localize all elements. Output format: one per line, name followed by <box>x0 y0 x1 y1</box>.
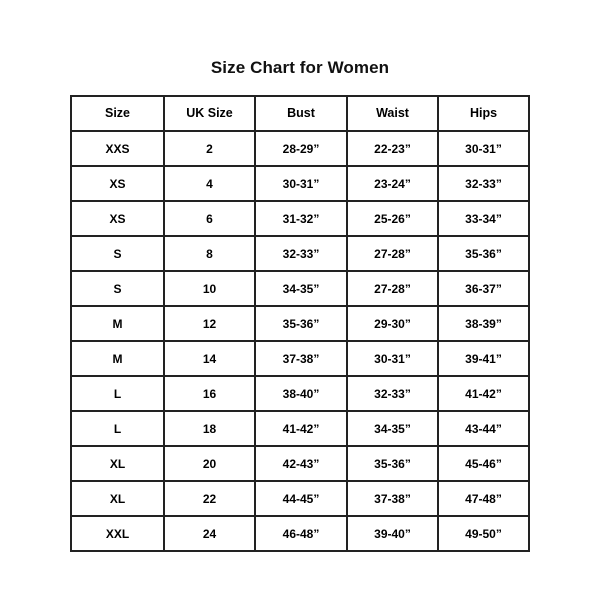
table-row: XXL 24 46-48” 39-40” 49-50” <box>70 515 530 552</box>
table-header: Size UK Size Bust Waist Hips <box>70 95 530 132</box>
cell-size: M <box>70 305 165 342</box>
cell-hips: 32-33” <box>437 165 530 202</box>
column-header-waist: Waist <box>346 95 439 132</box>
table-row: L 18 41-42” 34-35” 43-44” <box>70 410 530 447</box>
cell-waist: 37-38” <box>346 480 439 517</box>
cell-waist: 35-36” <box>346 445 439 482</box>
cell-bust: 41-42” <box>254 410 348 447</box>
cell-hips: 36-37” <box>437 270 530 307</box>
cell-bust: 32-33” <box>254 235 348 272</box>
cell-size: XL <box>70 480 165 517</box>
cell-bust: 35-36” <box>254 305 348 342</box>
cell-size: S <box>70 270 165 307</box>
cell-uk: 20 <box>163 445 256 482</box>
cell-size: L <box>70 375 165 412</box>
cell-waist: 22-23” <box>346 130 439 167</box>
cell-size: M <box>70 340 165 377</box>
cell-hips: 39-41” <box>437 340 530 377</box>
size-chart-table-container: Size UK Size Bust Waist Hips XXS 2 28-29” 2… <box>70 95 530 552</box>
table-row: M 14 37-38” 30-31” 39-41” <box>70 340 530 377</box>
column-header-uk-size: UK Size <box>163 95 256 132</box>
page-title: Size Chart for Women <box>210 58 390 77</box>
cell-hips: 49-50” <box>437 515 530 552</box>
table-row: XL 20 42-43” 35-36” 45-46” <box>70 445 530 482</box>
cell-size: XS <box>70 200 165 237</box>
table-row: S 8 32-33” 27-28” 35-36” <box>70 235 530 272</box>
table-header-row: Size UK Size Bust Waist Hips <box>70 95 530 132</box>
column-header-bust: Bust <box>254 95 348 132</box>
cell-hips: 47-48” <box>437 480 530 517</box>
cell-hips: 38-39” <box>437 305 530 342</box>
cell-waist: 27-28” <box>346 235 439 272</box>
cell-waist: 32-33” <box>346 375 439 412</box>
cell-uk: 4 <box>163 165 256 202</box>
cell-uk: 2 <box>163 130 256 167</box>
cell-hips: 43-44” <box>437 410 530 447</box>
table-row: S 10 34-35” 27-28” 36-37” <box>70 270 530 307</box>
cell-size: XL <box>70 445 165 482</box>
cell-uk: 22 <box>163 480 256 517</box>
cell-hips: 35-36” <box>437 235 530 272</box>
cell-bust: 38-40” <box>254 375 348 412</box>
cell-hips: 33-34” <box>437 200 530 237</box>
cell-waist: 30-31” <box>346 340 439 377</box>
cell-uk: 16 <box>163 375 256 412</box>
cell-bust: 31-32” <box>254 200 348 237</box>
cell-uk: 6 <box>163 200 256 237</box>
column-header-hips: Hips <box>437 95 530 132</box>
cell-hips: 45-46” <box>437 445 530 482</box>
cell-size: XS <box>70 165 165 202</box>
table-row: XS 4 30-31” 23-24” 32-33” <box>70 165 530 202</box>
table-row: M 12 35-36” 29-30” 38-39” <box>70 305 530 342</box>
cell-uk: 24 <box>163 515 256 552</box>
cell-waist: 25-26” <box>346 200 439 237</box>
table-row: L 16 38-40” 32-33” 41-42” <box>70 375 530 412</box>
cell-size: S <box>70 235 165 272</box>
table-row: XL 22 44-45” 37-38” 47-48” <box>70 480 530 517</box>
cell-bust: 46-48” <box>254 515 348 552</box>
cell-waist: 34-35” <box>346 410 439 447</box>
cell-uk: 14 <box>163 340 256 377</box>
cell-bust: 34-35” <box>254 270 348 307</box>
cell-bust: 44-45” <box>254 480 348 517</box>
cell-uk: 8 <box>163 235 256 272</box>
cell-uk: 18 <box>163 410 256 447</box>
cell-size: XXL <box>70 515 165 552</box>
cell-hips: 41-42” <box>437 375 530 412</box>
cell-bust: 28-29” <box>254 130 348 167</box>
cell-uk: 12 <box>163 305 256 342</box>
cell-size: L <box>70 410 165 447</box>
table-row: XS 6 31-32” 25-26” 33-34” <box>70 200 530 237</box>
cell-waist: 23-24” <box>346 165 439 202</box>
cell-bust: 37-38” <box>254 340 348 377</box>
cell-bust: 30-31” <box>254 165 348 202</box>
table-row: XXS 2 28-29” 22-23” 30-31” <box>70 130 530 167</box>
cell-uk: 10 <box>163 270 256 307</box>
table-body: XXS 2 28-29” 22-23” 30-31” XS 4 30-31” 23-24” 32-… <box>70 130 530 552</box>
cell-waist: 27-28” <box>346 270 439 307</box>
cell-bust: 42-43” <box>254 445 348 482</box>
cell-hips: 30-31” <box>437 130 530 167</box>
cell-size: XXS <box>70 130 165 167</box>
column-header-size: Size <box>70 95 165 132</box>
cell-waist: 29-30” <box>346 305 439 342</box>
cell-waist: 39-40” <box>346 515 439 552</box>
size-chart-table: Size UK Size Bust Waist Hips XXS 2 28-29” 2… <box>70 95 530 552</box>
